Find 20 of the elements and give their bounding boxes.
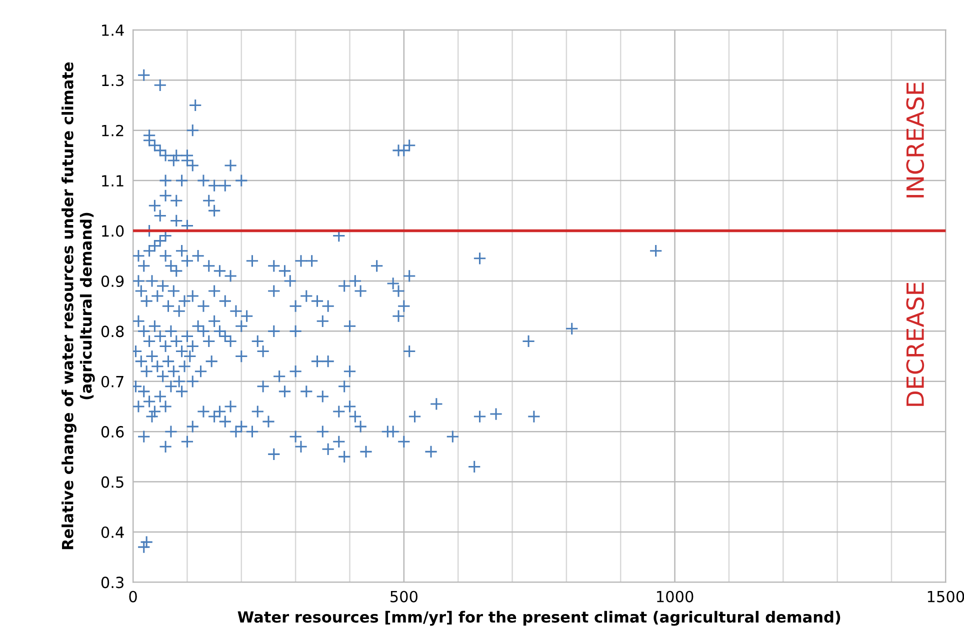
y-tick-label: 1.1	[102, 175, 124, 186]
annotation: INCREASE	[906, 82, 924, 198]
x-tick-label: 1000	[657, 590, 694, 602]
y-tick-label: 0.4	[101, 526, 124, 538]
x-tick-label: 500	[390, 590, 418, 602]
y-tick-label: 1.3	[102, 74, 124, 86]
y-tick-label: 0.8	[101, 326, 124, 338]
y-tick-label: 0.3	[101, 576, 124, 588]
y-tick-label: 0.9	[101, 275, 124, 287]
x-axis-title: Water resources [mm/yr] for the present climat (agricultural demand)	[238, 610, 840, 626]
x-tick-label: 0	[129, 590, 137, 602]
x-tick-label: 1500	[928, 590, 964, 602]
y-tick-label: 1.4	[102, 24, 124, 36]
y-axis-title: Relative change of water resources under future climate (agricultural demand)	[62, 62, 95, 550]
y-tick-label: 0.5	[101, 476, 124, 488]
y-tick-label: 1.2	[102, 124, 124, 136]
annotation: DECREASE	[906, 282, 924, 406]
y-tick-label: 1.0	[102, 225, 124, 237]
y-tick-label: 0.6	[101, 426, 124, 438]
y-tick-label: 0.7	[101, 376, 124, 388]
